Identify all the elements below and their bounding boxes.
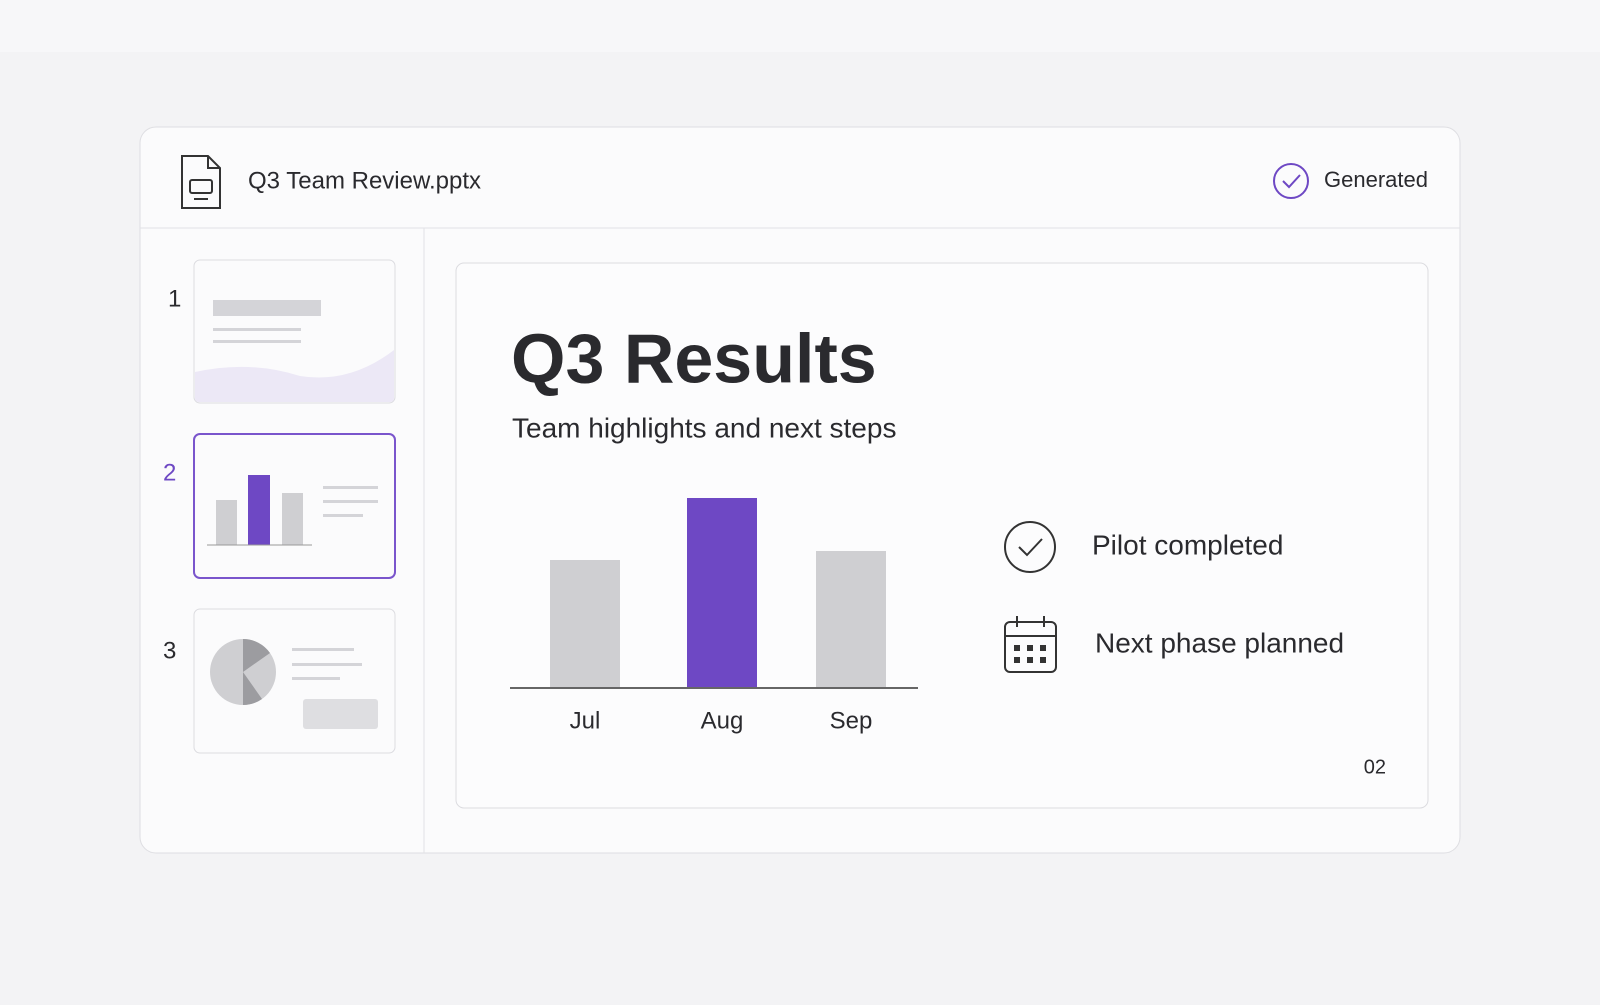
thumb-shape [195, 350, 394, 402]
slide-number: 2 [163, 459, 176, 486]
list-item: Next phase planned [1095, 627, 1344, 658]
thumb-shape [213, 340, 301, 343]
thumb-shape [323, 500, 378, 503]
status-icon [1273, 163, 1309, 199]
bar-chart: Jul Aug Sep [550, 498, 886, 734]
thumb-shape [216, 500, 237, 545]
thumb-shape [323, 486, 378, 489]
file-icon [181, 155, 221, 209]
bar [687, 498, 757, 687]
slide-title: Q3 Results [511, 319, 877, 397]
slide-subtitle: Team highlights and next steps [512, 412, 896, 443]
x-tick-label: Sep [830, 707, 873, 734]
x-tick-label: Jul [570, 707, 601, 734]
thumb-shape [248, 475, 270, 545]
thumb-shape [213, 300, 321, 316]
x-tick-label: Aug [701, 707, 744, 734]
status: Generated [1324, 167, 1428, 192]
thumb-shape [243, 638, 270, 672]
thumb-shape [303, 699, 378, 729]
status-check [1282, 174, 1301, 189]
calendar-icon [1004, 616, 1057, 673]
top-band [0, 0, 1600, 52]
check-mark [1018, 538, 1043, 557]
thumb-shape [213, 328, 301, 331]
thumb-shape [292, 663, 362, 666]
thumb-shape [323, 514, 363, 517]
page-number: 02 [1364, 756, 1386, 778]
check-icon [1004, 521, 1056, 573]
file-name: Q3 Team Review.pptx [248, 167, 481, 194]
calendar-dots [1014, 645, 1046, 663]
thumb-shape [292, 677, 340, 680]
slide-number: 1 [168, 285, 181, 312]
thumb-shape [243, 672, 262, 706]
thumb-shape [292, 648, 354, 651]
slide-number: 3 [163, 637, 176, 664]
bar [550, 560, 620, 687]
list-item: Pilot completed [1092, 529, 1283, 560]
thumb-shape [282, 493, 303, 545]
bar [816, 551, 886, 687]
